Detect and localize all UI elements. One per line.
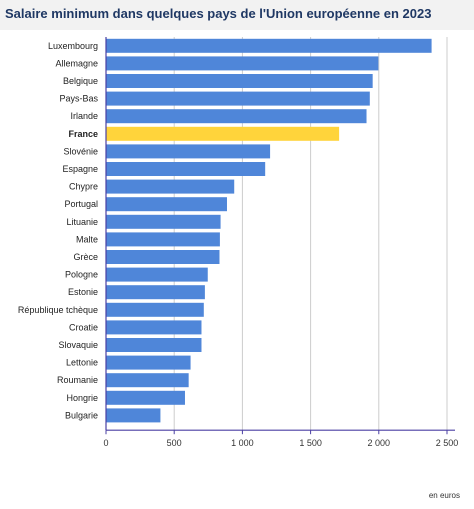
category-label: Roumanie <box>57 375 98 385</box>
x-tick-label: 500 <box>167 438 182 448</box>
category-label: France <box>68 129 98 139</box>
bar-roumanie <box>106 373 189 388</box>
category-label: Lituanie <box>66 217 98 227</box>
category-label: Allemagne <box>55 58 98 68</box>
bar-croatie <box>106 320 202 335</box>
category-label: République tchèque <box>18 305 98 315</box>
bar-belgique <box>106 74 373 88</box>
chart-header: Salaire minimum dans quelques pays de l'… <box>0 0 474 30</box>
bar-hongrie <box>106 390 185 405</box>
bar-espagne <box>106 162 266 176</box>
bar-france <box>106 126 340 141</box>
x-tick-label: 2 000 <box>368 438 391 448</box>
x-tick-label: 1 500 <box>299 438 322 448</box>
bar-allemagne <box>106 56 379 71</box>
bar-pays-bas <box>106 91 370 106</box>
category-label: Irlande <box>70 111 98 121</box>
bar-irlande <box>106 109 367 124</box>
bar-lituanie <box>106 214 221 229</box>
bar-bulgarie <box>106 408 161 423</box>
bar-chypre <box>106 179 235 194</box>
x-tick-label: 2 500 <box>436 438 459 448</box>
bar-malte <box>106 232 220 247</box>
category-label: Portugal <box>64 199 98 209</box>
bar-slovaquie <box>106 338 202 352</box>
category-label: Slovénie <box>63 146 98 156</box>
category-label: Croatie <box>69 322 98 332</box>
bar-slov-nie <box>106 144 271 159</box>
bar-r-publique-tch-que <box>106 302 204 317</box>
category-label: Bulgarie <box>65 410 98 420</box>
category-label: Estonie <box>68 287 98 297</box>
category-label: Luxembourg <box>48 41 98 51</box>
category-label: Malte <box>76 234 98 244</box>
category-label: Slovaquie <box>58 340 98 350</box>
category-label: Hongrie <box>66 393 98 403</box>
category-label: Belgique <box>63 76 98 86</box>
bar-estonie <box>106 285 205 300</box>
bar-pologne <box>106 267 208 282</box>
category-label: Pays-Bas <box>59 94 98 104</box>
x-axis-unit-label: en euros <box>428 491 460 500</box>
bar-chart: 0 500 1 000 1 500 2 000 2 500 Luxembourg Allema… <box>18 37 459 448</box>
bar-portugal <box>106 197 227 212</box>
chart-title: Salaire minimum dans quelques pays de l'… <box>5 6 432 21</box>
x-tick-label: 1 000 <box>231 438 254 448</box>
category-label: Grèce <box>73 252 98 262</box>
category-label: Chypre <box>69 182 98 192</box>
bar-luxembourg <box>106 38 432 53</box>
category-label: Espagne <box>62 164 98 174</box>
bar-gr-ce <box>106 250 220 264</box>
category-label: Pologne <box>65 270 98 280</box>
bar-lettonie <box>106 355 191 370</box>
x-tick-label: 0 <box>103 438 108 448</box>
category-label: Lettonie <box>66 358 98 368</box>
